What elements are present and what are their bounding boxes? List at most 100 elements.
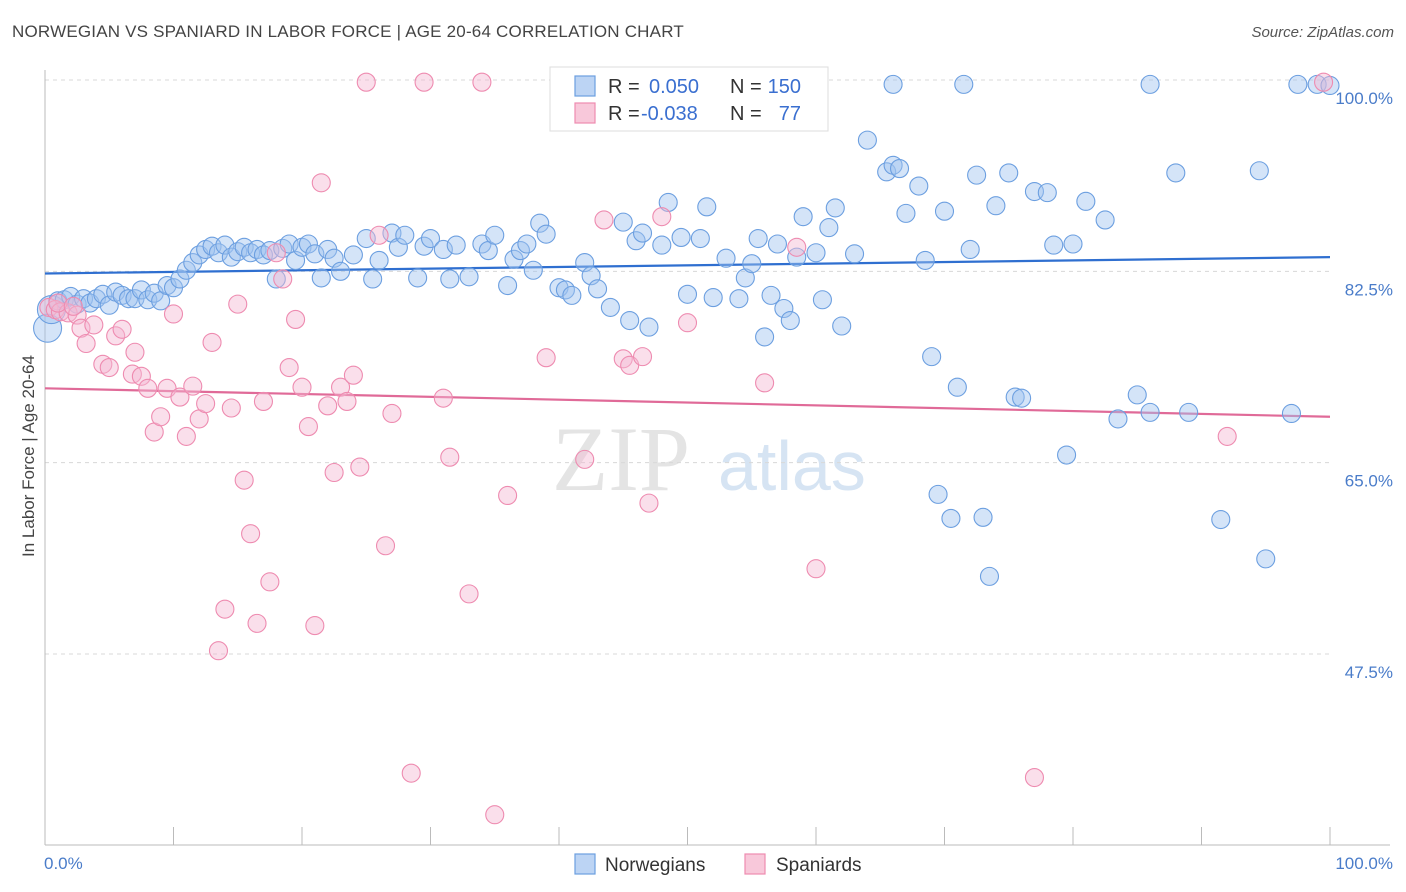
y-tick-label-1: 65.0% [1345, 472, 1393, 491]
spaniard-point-42 [311, 173, 331, 193]
spaniard-point-70 [755, 373, 775, 393]
norwegian-point-79 [620, 310, 640, 331]
legend-n-label-2: N = [730, 103, 762, 125]
norwegian-point-98 [774, 298, 794, 319]
spaniard-point-31 [241, 524, 261, 544]
spaniard-point-49 [356, 72, 376, 92]
legend-swatch-spaniards [574, 102, 596, 124]
y-tick-label-3: 100.0% [1335, 89, 1393, 108]
norwegian-point-83 [652, 235, 672, 255]
norwegian-point-50 [369, 250, 389, 270]
norwegian-point-139 [1179, 402, 1199, 422]
spaniard-point-28 [221, 398, 241, 418]
spaniard-point-9 [99, 357, 119, 378]
spaniard-point-73 [1024, 767, 1044, 788]
watermark: ZIP atlas [552, 408, 866, 510]
norwegian-point-43 [311, 268, 331, 288]
spaniard-point-66 [632, 347, 653, 367]
norwegian-point-41 [298, 234, 318, 254]
bottom-legend-norwegians: Norwegians [605, 855, 705, 876]
norwegian-point-36 [266, 269, 286, 289]
y-tick-labels: 47.5% 65.0% 82.5% 100.0% [1335, 89, 1393, 682]
norwegian-point-69 [530, 213, 550, 233]
norwegian-point-116 [928, 484, 948, 504]
spaniard-point-29 [228, 294, 248, 314]
norwegian-point-107 [844, 244, 865, 264]
norwegian-point-29 [221, 247, 241, 267]
norwegian-point-70 [536, 224, 556, 244]
spaniard-point-72 [806, 559, 826, 579]
spaniard-point-76 [63, 296, 83, 316]
series-legend: Norwegians Spaniards [574, 853, 862, 876]
bottom-legend-spaniards: Spaniards [776, 855, 862, 876]
legend-n-value-1: 150 [768, 76, 801, 98]
norwegian-point-99 [780, 310, 800, 331]
norwegian-point-125 [999, 163, 1019, 183]
norwegian-point-54 [408, 268, 428, 288]
spaniard-point-47 [343, 365, 363, 385]
spaniard-point-19 [163, 304, 184, 324]
norwegian-point-108 [857, 130, 877, 150]
norwegian-point-119 [947, 377, 967, 397]
norwegian-point-53 [395, 225, 415, 245]
norwegian-point-143 [1281, 403, 1301, 424]
norwegian-point-113 [909, 176, 929, 196]
spaniard-point-41 [305, 616, 325, 636]
legend-r-value-1: 0.050 [649, 76, 699, 98]
norwegian-point-84 [658, 192, 678, 213]
spaniard-point-32 [247, 613, 267, 633]
spaniard-point-14 [131, 366, 151, 386]
legend-r-label-1: R = [608, 76, 640, 98]
spaniard-point-17 [151, 407, 171, 427]
spaniard-point-51 [375, 536, 396, 556]
norwegian-point-147 [954, 74, 974, 94]
spaniard-point-60 [498, 485, 518, 506]
spaniard-point-52 [382, 403, 402, 424]
spaniard-point-61 [536, 348, 556, 368]
spaniard-point-43 [318, 396, 338, 416]
x-tick-label-1: 100.0% [1335, 854, 1393, 873]
spaniard-point-7 [84, 315, 104, 335]
norwegian-point-57 [433, 239, 453, 260]
norwegian-point-80 [626, 231, 646, 251]
spaniard-point-11 [112, 319, 132, 339]
spaniard-point-35 [266, 243, 286, 263]
spaniard-point-62 [575, 449, 595, 469]
norwegian-point-142 [1256, 549, 1276, 569]
norwegian-point-91 [729, 289, 749, 309]
norwegian-point-129 [1037, 183, 1057, 203]
norwegian-point-63 [485, 225, 505, 245]
spaniard-point-13 [125, 342, 145, 362]
norwegian-point-59 [446, 235, 466, 255]
norwegian-point-124 [986, 196, 1006, 216]
norwegian-point-52 [388, 237, 408, 257]
norwegian-point-42 [305, 244, 325, 264]
spaniard-point-37 [279, 357, 299, 378]
norwegian-point-149 [1288, 74, 1308, 94]
spaniard-point-68 [652, 207, 672, 227]
spaniard-point-69 [677, 313, 698, 333]
norwegian-point-27 [208, 243, 229, 263]
spaniard-point-55 [433, 388, 453, 408]
norwegian-point-85 [671, 227, 691, 247]
spaniard-point-71 [787, 237, 807, 257]
norwegian-point-140 [1211, 509, 1231, 530]
spaniard-point-48 [350, 457, 370, 477]
spaniard-point-75 [48, 293, 68, 313]
norwegian-point-90 [716, 248, 736, 268]
spaniard-point-74 [1217, 426, 1237, 446]
norwegian-point-82 [639, 317, 659, 337]
norwegian-point-104 [819, 218, 839, 238]
spaniard-point-38 [286, 309, 306, 329]
spaniards-points [39, 72, 1334, 825]
spaniard-point-30 [234, 470, 254, 490]
watermark-atlas: atlas [718, 427, 866, 505]
norwegian-point-102 [806, 243, 826, 263]
spaniard-point-57 [459, 584, 479, 604]
norwegian-point-56 [420, 228, 441, 249]
norwegian-point-73 [562, 285, 582, 305]
norwegian-point-136 [1127, 385, 1147, 405]
spaniard-point-53 [401, 763, 421, 783]
spaniard-point-67 [639, 493, 659, 513]
norwegian-point-127 [1012, 388, 1032, 408]
